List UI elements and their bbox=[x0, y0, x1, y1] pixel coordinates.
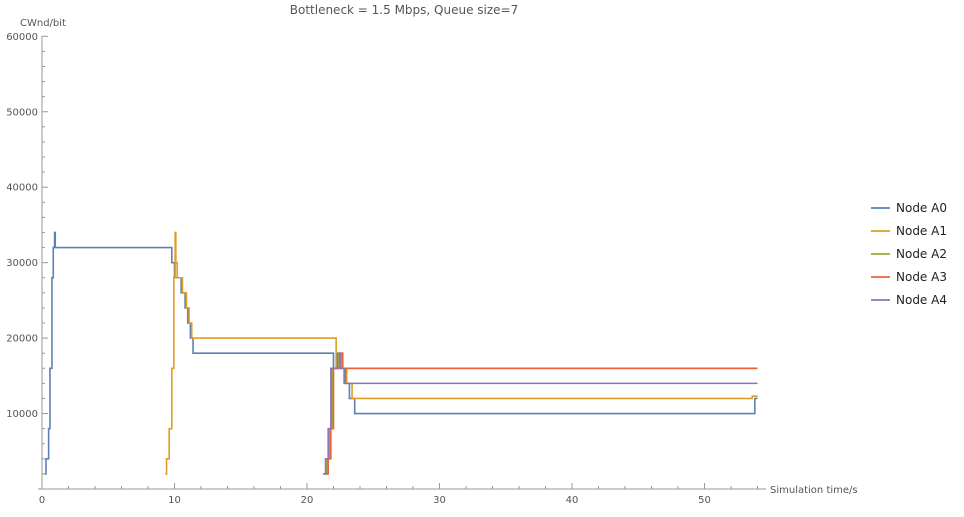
x-tick-label: 40 bbox=[566, 495, 579, 506]
x-axis-label: Simulation time/s bbox=[770, 485, 858, 496]
series-line-node-a1 bbox=[165, 231, 758, 475]
legend: Node A0 Node A1 Node A2 Node A3 Node A4 bbox=[871, 201, 947, 307]
series-lines-group bbox=[44, 231, 758, 475]
legend-label: Node A3 bbox=[896, 270, 947, 284]
series-line-node-a0 bbox=[44, 231, 758, 475]
x-tick-label: 50 bbox=[698, 495, 711, 506]
y-tick-label: 60000 bbox=[6, 32, 38, 43]
x-tick-label: 0 bbox=[39, 495, 45, 506]
series-line-node-a4 bbox=[322, 352, 758, 475]
x-tick-label: 20 bbox=[301, 495, 314, 506]
legend-label: Node A1 bbox=[896, 224, 947, 238]
x-tick-label: 30 bbox=[433, 495, 446, 506]
legend-label: Node A4 bbox=[896, 293, 947, 307]
y-tick-label: 20000 bbox=[6, 334, 38, 345]
legend-label: Node A0 bbox=[896, 201, 947, 215]
legend-label: Node A2 bbox=[896, 247, 947, 261]
series-line-node-a3 bbox=[325, 352, 758, 475]
series-line-node-a2 bbox=[324, 352, 758, 475]
chart-title: Bottleneck = 1.5 Mbps, Queue size=7 bbox=[290, 3, 518, 17]
y-axis-label: CWnd/bit bbox=[20, 18, 66, 29]
y-tick-label: 40000 bbox=[6, 183, 38, 194]
ticks-group: 0 10 20 30 40 50 10000 20000 30000 40000 50000 6000… bbox=[6, 32, 758, 506]
x-tick-label: 10 bbox=[168, 495, 181, 506]
y-tick-label: 10000 bbox=[6, 409, 38, 420]
y-tick-label: 50000 bbox=[6, 107, 38, 118]
y-tick-label: 30000 bbox=[6, 258, 38, 269]
